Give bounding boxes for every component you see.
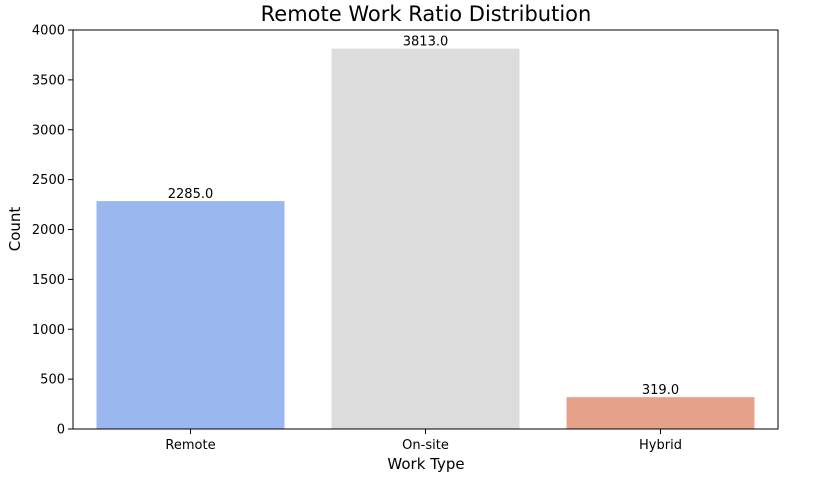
data-label: 2285.0: [168, 187, 214, 202]
y-tick-label: 2500: [32, 173, 65, 188]
y-tick-label: 2000: [32, 223, 65, 238]
y-tick-label: 1000: [32, 323, 65, 338]
bars-group: [96, 48, 755, 429]
x-tick-label: Hybrid: [639, 438, 682, 453]
bar-hybrid: [566, 397, 755, 429]
data-label: 3813.0: [403, 35, 449, 50]
bar-remote: [96, 201, 285, 429]
y-tick-label: 3500: [32, 73, 65, 88]
plot-frame: [72, 29, 779, 430]
y-axis: 0 500 1000 1500 2000 2500 3000 3500 4000: [32, 24, 73, 438]
x-tick-label: Remote: [165, 438, 215, 453]
x-axis: Remote On-site Hybrid: [165, 429, 682, 453]
y-tick-label: 500: [40, 373, 65, 388]
y-tick-label: 4000: [32, 24, 65, 39]
bar-on-site: [331, 48, 520, 429]
y-axis-label: Count: [6, 207, 24, 252]
x-axis-label: Work Type: [387, 455, 464, 473]
x-tick-label: On-site: [402, 438, 449, 453]
chart-title: Remote Work Ratio Distribution: [261, 2, 592, 26]
data-labels-group: 2285.0 3813.0 319.0: [168, 35, 679, 399]
y-tick-label: 0: [57, 423, 65, 438]
y-tick-label: 1500: [32, 273, 65, 288]
data-label: 319.0: [642, 383, 679, 398]
y-tick-label: 3000: [32, 123, 65, 138]
